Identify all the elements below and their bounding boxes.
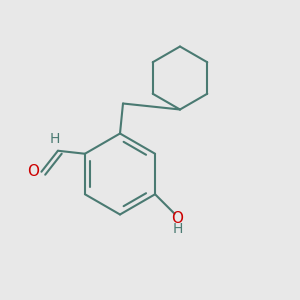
Text: H: H	[172, 222, 183, 236]
Text: H: H	[49, 132, 59, 146]
Text: O: O	[27, 164, 39, 179]
Text: O: O	[172, 211, 184, 226]
